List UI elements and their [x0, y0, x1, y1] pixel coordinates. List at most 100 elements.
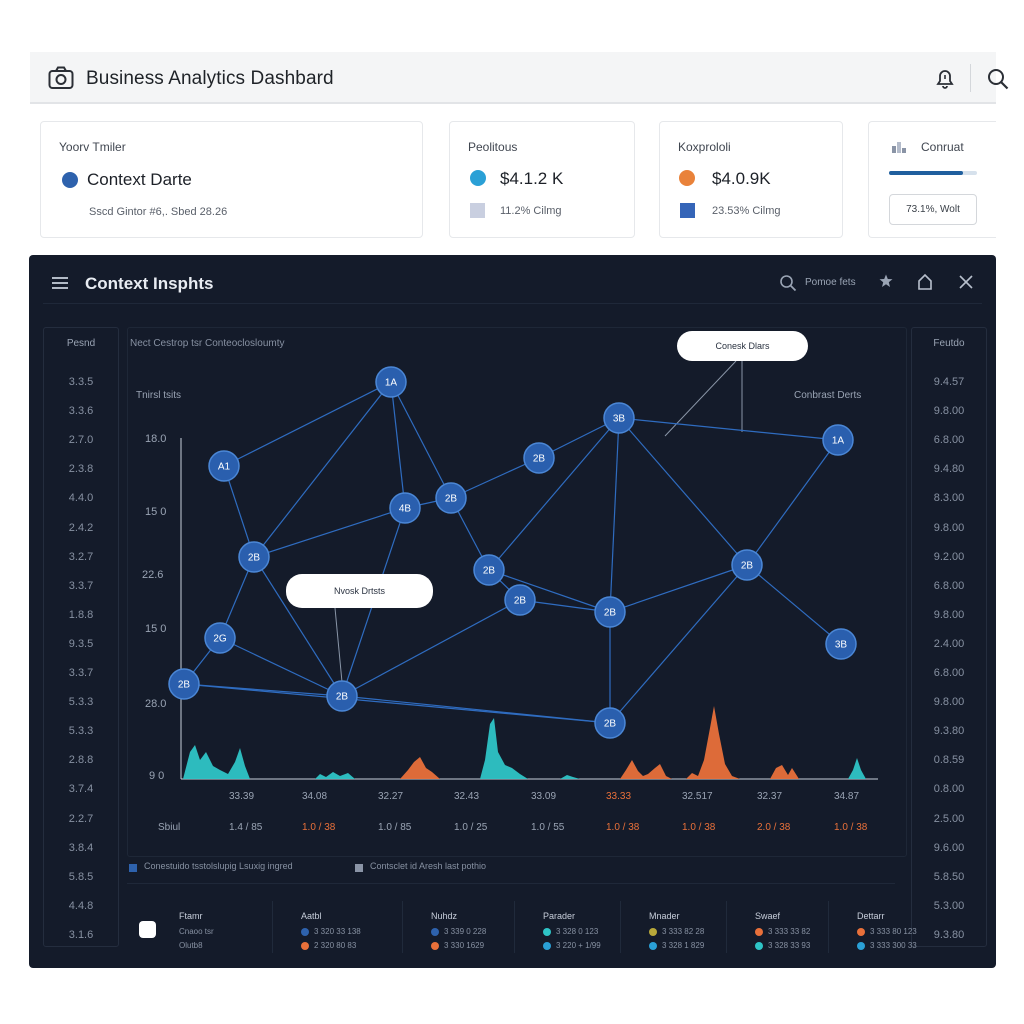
left-axis-value: 4.4.0	[68, 492, 94, 505]
left-axis-caption: Pesnd	[66, 338, 96, 349]
network-edge	[223, 465, 255, 558]
network-node	[731, 549, 763, 581]
bottom-summary-table: Ftamr Cnaoo tsr Olutb8 Aatbl 3 320 33 138 2 3…	[127, 901, 917, 953]
kpi-action-button[interactable]: 73.1%, Wolt	[889, 194, 977, 225]
bottom-dot	[857, 928, 865, 936]
bottom-column[interactable]: Swaef 3 333 33 82 3 328 33 93	[727, 901, 829, 953]
left-axis-value: 5.3.3	[68, 725, 94, 738]
left-axis-value: 2.2.7	[68, 812, 94, 825]
network-edge	[609, 564, 748, 724]
network-node-label: 2G	[213, 634, 227, 645]
bell-icon[interactable]	[934, 67, 956, 89]
bottom-column-value: Cnaoo tsr	[179, 927, 214, 936]
network-node-label: 2B	[533, 454, 546, 465]
network-edge	[253, 556, 343, 697]
network-node-label: A1	[218, 462, 231, 473]
status-dot	[679, 170, 695, 186]
status-dot	[62, 172, 78, 188]
right-axis-value: 6.8.00	[933, 579, 965, 592]
kpi-card-1[interactable]: Yoorv Tmiler Context Darte Sscd Gintor #…	[40, 121, 423, 238]
bottom-column[interactable]: Mnader 3 333 82 28 3 328 1 829	[621, 901, 727, 953]
x-tick-label: 32.43	[454, 791, 480, 802]
bottom-column[interactable]: Nuhdz 3 339 0 228 3 330 1629	[403, 901, 515, 953]
network-node	[208, 450, 240, 482]
x-tick-label: 33.39	[229, 791, 255, 802]
network-node-label: 3B	[613, 414, 626, 425]
network-node-label: 2B	[178, 680, 191, 691]
network-edge	[183, 683, 611, 724]
network-node	[168, 668, 200, 700]
network-edge	[488, 569, 611, 613]
summary-value: 2.0 / 38	[757, 822, 791, 833]
legend-square	[470, 203, 485, 218]
network-node-label: 2B	[483, 566, 496, 577]
right-axis-value: 9.8.00	[933, 696, 965, 709]
network-node	[473, 554, 505, 586]
search-icon[interactable]	[779, 274, 797, 292]
chart-caption: Nect Cestrop tsr Conteoclosloumty	[130, 338, 285, 349]
star-icon[interactable]	[879, 274, 893, 288]
panel-title: Context Insphts	[85, 274, 214, 293]
network-node	[822, 424, 854, 456]
summary-value: 1.0 / 38	[834, 822, 868, 833]
y-tick: 22.6	[142, 569, 164, 581]
close-icon[interactable]	[959, 275, 973, 289]
bottom-column-value: 3 320 33 138	[314, 927, 361, 936]
bottom-dot	[755, 942, 763, 950]
kpi-label: Conruat	[921, 140, 964, 154]
network-node-label: 3B	[835, 640, 848, 651]
status-dot	[470, 170, 486, 186]
pill-connector	[334, 607, 343, 683]
bottom-column[interactable]: Aatbl 3 320 33 138 2 320 80 83	[273, 901, 403, 953]
network-node	[326, 680, 358, 712]
right-axis-value: 9.8.00	[933, 405, 965, 418]
bottom-column-header: Mnader	[649, 911, 680, 921]
bottom-dot	[431, 942, 439, 950]
y-tick: 28.0	[145, 698, 167, 710]
bottom-column[interactable]: Parader 3 328 0 123 3 220 + 1/99	[515, 901, 621, 953]
bottom-column[interactable]: Ftamr Cnaoo tsr Olutb8	[127, 901, 273, 953]
network-node-label: 4B	[399, 504, 412, 515]
left-axis-value: 2.4.2	[68, 521, 94, 534]
summary-value: 1.0 / 38	[606, 822, 640, 833]
bottom-column-header: Nuhdz	[431, 911, 458, 921]
right-axis-value: 9.8.00	[933, 521, 965, 534]
panel-search-label[interactable]: Pomoe fets	[805, 277, 856, 288]
left-axis-value: 2.7.0	[68, 434, 94, 447]
kpi-label: Koxprololi	[678, 140, 731, 154]
kpi-card-2[interactable]: Peolitous $4.1.2 K 11.2% Cilmg	[449, 121, 635, 238]
progress-fill	[889, 171, 963, 175]
summary-value: 1.0 / 38	[302, 822, 336, 833]
kpi-card-3[interactable]: Koxprololi $4.0.9K 23.53% Cilmg	[659, 121, 843, 238]
network-edge	[223, 381, 392, 467]
bottom-column-value: 3 328 1 829	[662, 941, 705, 950]
right-axis-value: 9.4.57	[933, 376, 965, 388]
left-axis-value: 1.8.8	[68, 608, 94, 621]
area-series-teal	[183, 718, 866, 779]
home-icon[interactable]	[917, 273, 933, 290]
bottom-column-value: 3 333 82 28	[662, 927, 705, 936]
top-bar: Business Analytics Dashbard	[30, 52, 1009, 104]
network-node	[523, 442, 555, 474]
right-axis-value: 6.8.00	[933, 434, 965, 447]
summary-value: 1.0 / 25	[454, 822, 488, 833]
summary-value: 1.0 / 55	[531, 822, 565, 833]
right-axis-value: 0.8.59	[933, 754, 965, 767]
right-axis-value: 2.5.00	[933, 812, 965, 825]
checkbox[interactable]	[139, 921, 156, 938]
network-edge	[746, 439, 839, 566]
bottom-column[interactable]: Dettarr 3 333 80 123 3 333 300 33	[829, 901, 917, 953]
summary-value: 1.0 / 85	[378, 822, 412, 833]
summary-label: Sbiul	[158, 822, 181, 833]
left-axis-value: 3.3.7	[68, 579, 94, 592]
network-edge	[390, 381, 452, 499]
search-icon[interactable]	[986, 67, 1010, 91]
bottom-column-value: 3 333 80 123	[870, 927, 917, 936]
network-node-label: 2B	[741, 561, 754, 572]
network-edge	[390, 381, 406, 509]
network-node-label: 2B	[604, 719, 617, 730]
menu-icon[interactable]	[51, 275, 69, 291]
kpi-card-4[interactable]: Conruat 73.1%, Wolt	[868, 121, 996, 238]
network-node-label: 2B	[445, 494, 458, 505]
network-edge	[609, 417, 620, 613]
